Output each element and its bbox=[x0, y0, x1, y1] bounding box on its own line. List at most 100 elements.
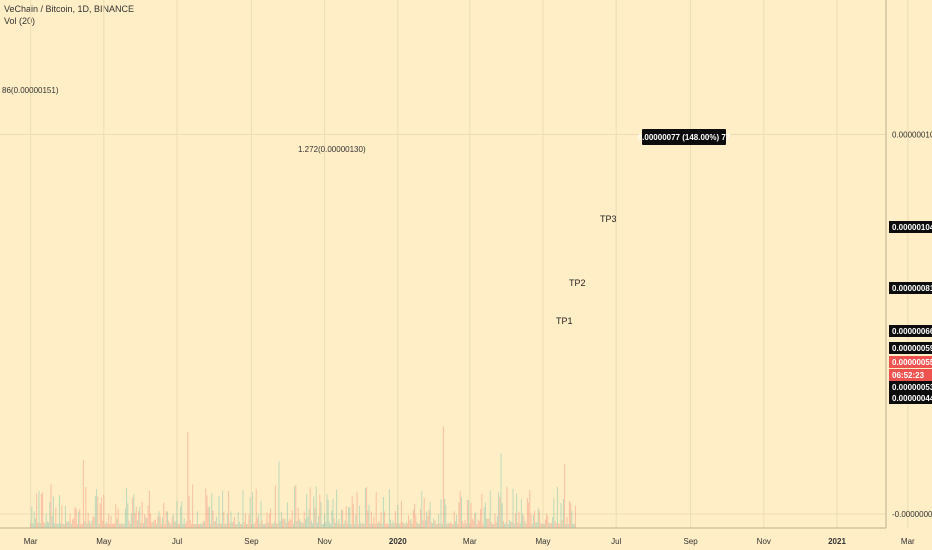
volume-bar bbox=[175, 520, 177, 528]
volume-bar bbox=[248, 514, 250, 528]
price-tag-label: 0.00000055 bbox=[892, 358, 932, 367]
volume-bar bbox=[493, 523, 495, 528]
price-tag-bg bbox=[889, 325, 932, 337]
volume-bar bbox=[446, 523, 448, 528]
volume-bar bbox=[138, 511, 140, 528]
volume-bar bbox=[528, 502, 530, 528]
target-label-tp2: TP2 bbox=[569, 278, 586, 288]
volume-bar bbox=[376, 523, 378, 528]
volume-bar bbox=[500, 453, 502, 528]
volume-bar bbox=[146, 518, 148, 528]
volume-bar bbox=[258, 514, 260, 528]
price-tag-bg bbox=[889, 342, 932, 354]
price-tag-label: 0.00000044 bbox=[892, 394, 932, 403]
volume-bar bbox=[54, 523, 56, 528]
volume-bar bbox=[464, 520, 466, 528]
volume-bar bbox=[328, 521, 330, 528]
volume-bar bbox=[367, 510, 369, 528]
volume-bar bbox=[40, 493, 42, 528]
volume-bar bbox=[375, 492, 377, 528]
volume-bar bbox=[531, 523, 533, 528]
volume-bar bbox=[465, 523, 467, 528]
volume-bar bbox=[387, 523, 389, 528]
volume-bar bbox=[130, 513, 132, 528]
volume-bar bbox=[391, 523, 393, 528]
volume-bars bbox=[30, 426, 576, 528]
volume-bar bbox=[240, 523, 242, 528]
volume-bar bbox=[499, 496, 501, 528]
volume-bar bbox=[565, 523, 567, 528]
price-tag-label: 0.00000104 bbox=[892, 223, 932, 232]
volume-bar bbox=[159, 516, 161, 528]
volume-bar bbox=[31, 506, 33, 528]
time-tick-label: 2020 bbox=[389, 537, 407, 546]
volume-bar bbox=[556, 486, 558, 528]
fib-top-label: 86(0.00000151) bbox=[2, 86, 59, 95]
volume-bar bbox=[271, 523, 273, 528]
volume-bar bbox=[421, 491, 423, 528]
price-tag-bg bbox=[889, 282, 932, 294]
price-tag-bg bbox=[889, 221, 932, 233]
volume-bar bbox=[452, 523, 454, 528]
volume-bar bbox=[288, 521, 290, 528]
volume-bar bbox=[135, 506, 137, 528]
time-tick-label: 2021 bbox=[828, 537, 846, 546]
volume-bar bbox=[177, 523, 179, 528]
time-tick-label: Jul bbox=[611, 537, 621, 546]
volume-bar bbox=[247, 524, 249, 528]
volume-bar bbox=[187, 431, 189, 528]
volume-bar bbox=[356, 492, 358, 528]
price-tag-label: 06:52:23 bbox=[892, 371, 925, 380]
volume-bar bbox=[343, 523, 345, 528]
volume-bar bbox=[309, 487, 311, 528]
volume-bar bbox=[38, 491, 40, 528]
volume-bar bbox=[267, 522, 269, 528]
volume-bar bbox=[195, 523, 197, 528]
volume-bar bbox=[148, 490, 150, 528]
volume-bar bbox=[259, 523, 261, 528]
volume-bar bbox=[183, 518, 185, 528]
volume-bar bbox=[103, 494, 105, 528]
volume-bar bbox=[76, 523, 78, 528]
price-tag-label: 0.00000066 bbox=[892, 327, 932, 336]
volume-bar bbox=[278, 461, 280, 528]
volume-bar bbox=[331, 510, 333, 528]
volume-bar bbox=[554, 520, 556, 528]
volume-bar bbox=[315, 486, 317, 528]
volume-bar bbox=[471, 518, 473, 528]
volume-bar bbox=[370, 511, 372, 528]
time-tick-label: Nov bbox=[757, 537, 771, 546]
volume-bar bbox=[458, 501, 460, 528]
volume-bar bbox=[336, 489, 338, 528]
volume-bar bbox=[230, 511, 232, 528]
volume-bar bbox=[319, 494, 321, 528]
volume-bar bbox=[543, 523, 545, 528]
volume-bar bbox=[417, 523, 419, 528]
volume-bar bbox=[211, 493, 213, 528]
volume-bar bbox=[504, 523, 506, 528]
volume-bar bbox=[571, 510, 573, 528]
volume-bar bbox=[327, 499, 329, 528]
volume-bar bbox=[333, 518, 335, 528]
volume-bar bbox=[330, 523, 332, 528]
volume-bar bbox=[91, 520, 93, 528]
volume-bar bbox=[48, 522, 50, 528]
volume-bar bbox=[409, 520, 411, 528]
price-tag-label: 0.00000081 bbox=[892, 284, 932, 293]
time-tick-label: May bbox=[96, 537, 111, 546]
volume-bar bbox=[357, 523, 359, 528]
volume-bar bbox=[45, 513, 47, 528]
target-label-tp1: TP1 bbox=[556, 316, 573, 326]
volume-bar bbox=[55, 507, 57, 528]
volume-bar bbox=[511, 522, 513, 528]
volume-bar bbox=[321, 523, 323, 528]
price-axis[interactable]: 0.000001800.000001700.000001600.00000150… bbox=[885, 0, 932, 528]
volume-bar bbox=[160, 523, 162, 528]
time-axis[interactable]: Mar May Jul Sep Nov 2020 Mar May Jul Sep Nov 2021 Ma… bbox=[0, 527, 915, 546]
volume-bar bbox=[237, 512, 239, 528]
price-tick-label: -0.00000000 bbox=[892, 510, 932, 519]
volume-bar bbox=[474, 513, 476, 528]
volume-bar bbox=[235, 523, 237, 528]
volume-bar bbox=[69, 513, 71, 528]
